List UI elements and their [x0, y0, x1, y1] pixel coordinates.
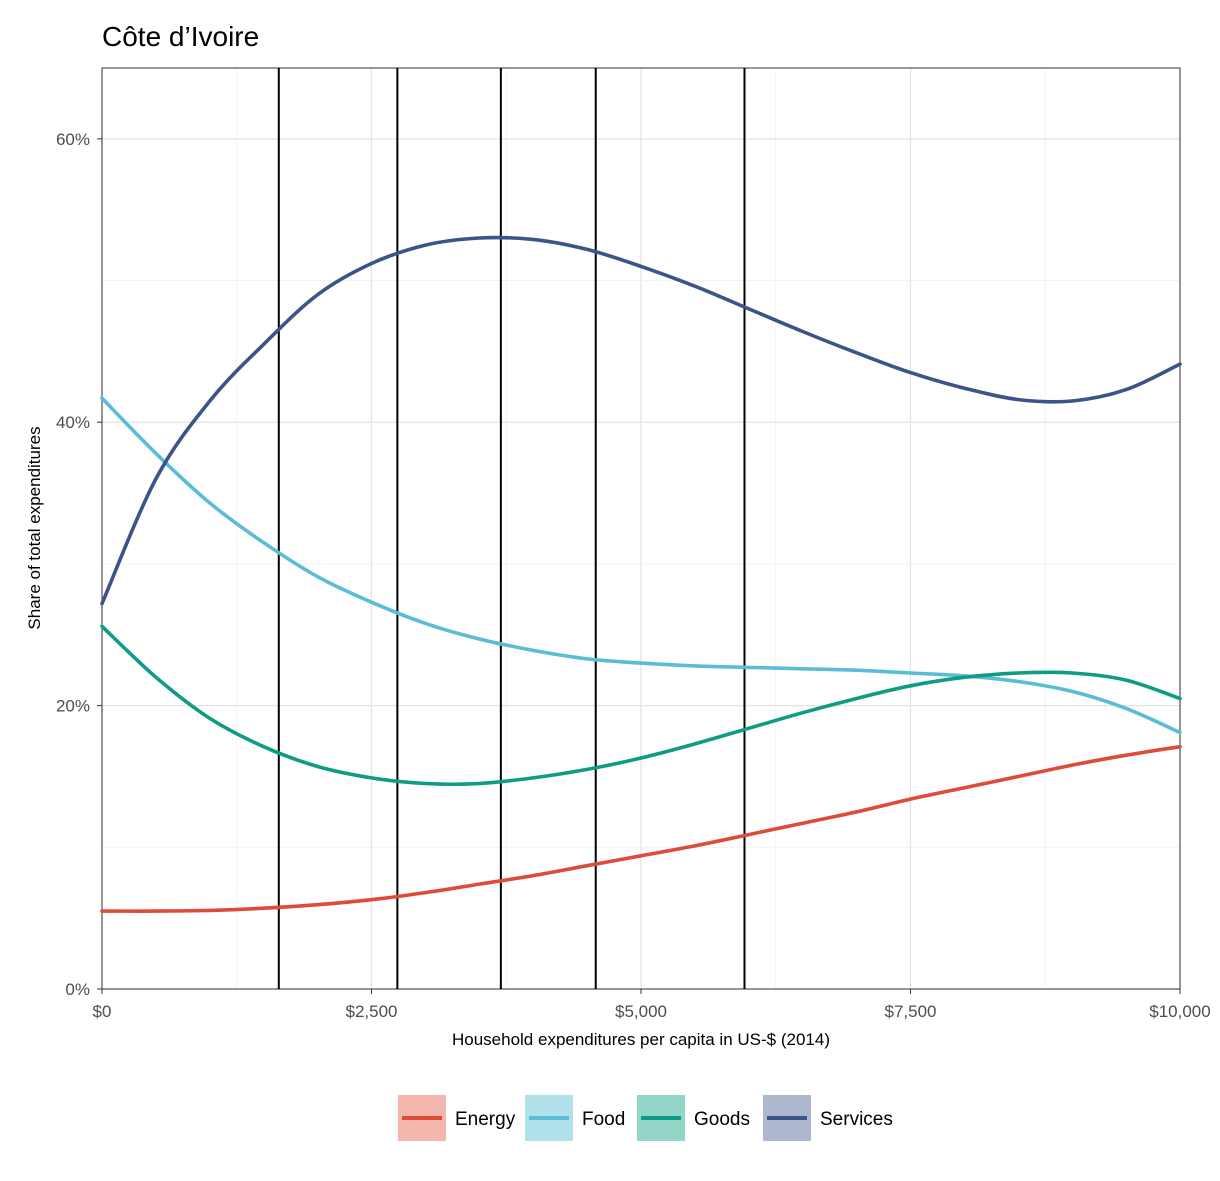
- series-line-food: [100, 396, 1182, 735]
- x-axis-title: Household expenditures per capita in US-…: [452, 1030, 830, 1049]
- x-tick-label: $5,000: [615, 1002, 667, 1021]
- x-axis-ticks: $0 $2,500 $5,000 $7,500 $10,000: [93, 989, 1211, 1021]
- series-lines: [100, 235, 1182, 913]
- vertical-reference-lines: [277, 68, 746, 989]
- y-tick-label: 60%: [56, 130, 90, 149]
- y-axis-title: Share of total expenditures: [25, 426, 44, 629]
- legend-item-food: Food: [525, 1095, 625, 1141]
- series-line-services: [100, 235, 1182, 606]
- legend-label: Food: [582, 1109, 625, 1130]
- y-tick-label: 40%: [56, 413, 90, 432]
- legend-label: Energy: [455, 1109, 516, 1130]
- series-line-goods: [100, 624, 1182, 787]
- x-tick-label: $2,500: [346, 1002, 398, 1021]
- legend-item-energy: Energy: [398, 1095, 516, 1141]
- x-tick-label: $7,500: [885, 1002, 937, 1021]
- legend-item-goods: Goods: [637, 1095, 750, 1141]
- legend: Energy Food Goods Services: [398, 1095, 893, 1141]
- legend-label: Services: [820, 1109, 893, 1130]
- series-line-energy: [100, 744, 1182, 913]
- x-tick-label: $10,000: [1149, 1002, 1210, 1021]
- grid: [101, 68, 1181, 990]
- y-tick-label: 0%: [65, 980, 90, 999]
- legend-item-services: Services: [763, 1095, 893, 1141]
- x-tick-label: $0: [93, 1002, 112, 1021]
- y-axis-ticks: 0% 20% 40% 60%: [56, 130, 102, 999]
- chart-title: Côte d’Ivoire: [102, 21, 259, 52]
- legend-label: Goods: [694, 1109, 750, 1130]
- y-tick-label: 20%: [56, 697, 90, 716]
